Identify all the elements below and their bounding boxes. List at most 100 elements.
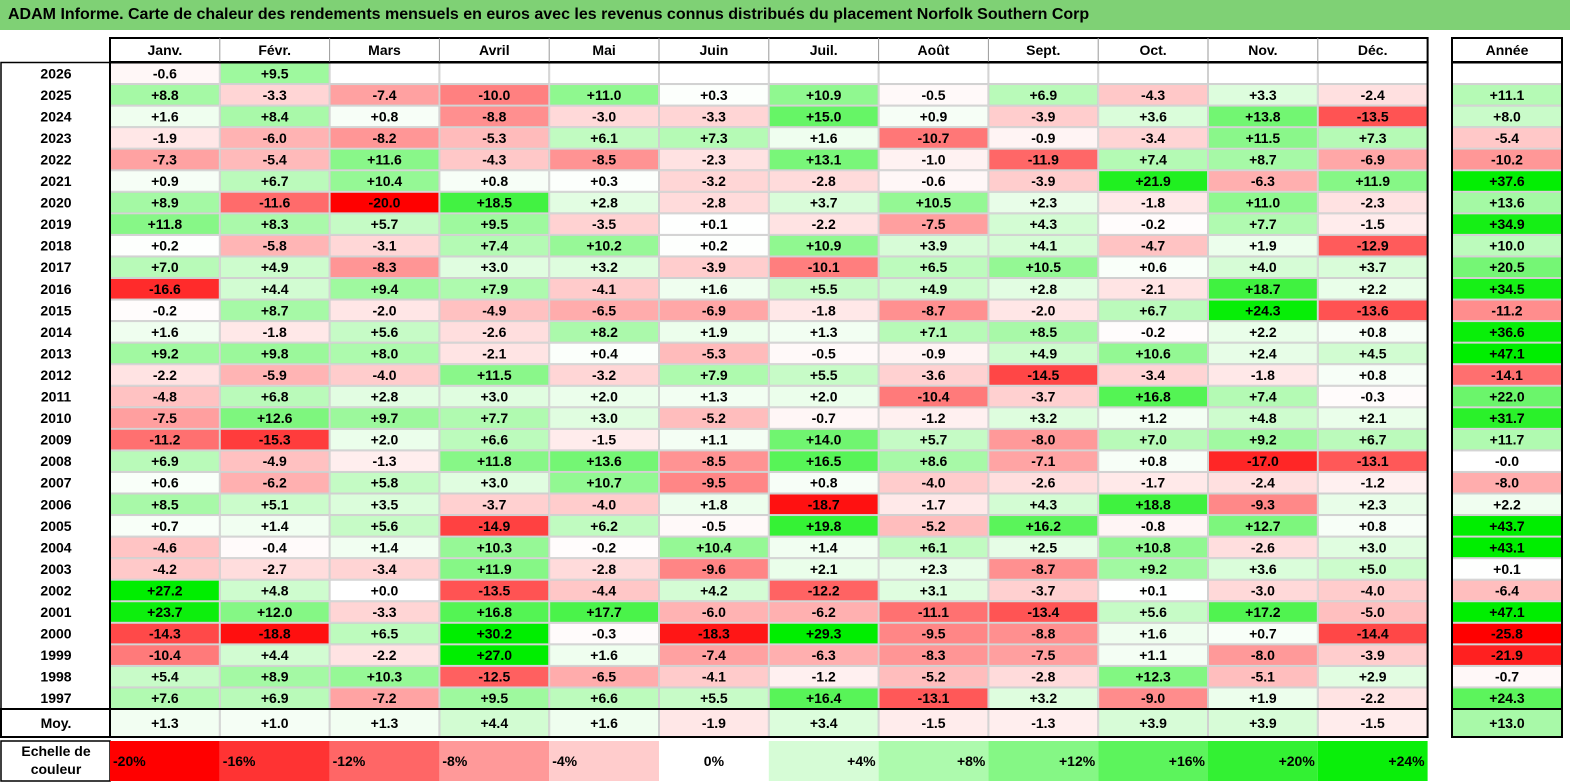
heatmap-cell [1208, 471, 1318, 494]
cell-value: +21.9 [1135, 173, 1171, 189]
cell-value: -2.4 [1361, 87, 1385, 103]
cell-value: -20.0 [369, 195, 401, 211]
annual-value: -0.0 [1495, 453, 1519, 469]
heatmap-cell [329, 191, 440, 214]
cell-value: +7.4 [1249, 389, 1277, 405]
cell-value: -2.1 [1141, 281, 1165, 297]
heatmap-cell [329, 299, 440, 322]
heatmap-cell [1208, 601, 1318, 623]
cell-value: +4.4 [261, 281, 289, 297]
heatmap-cell [1208, 515, 1318, 537]
month-header: Sept. [1026, 42, 1060, 58]
heatmap-cell [549, 385, 660, 408]
cell-value: -7.4 [372, 87, 396, 103]
year-label: 2009 [40, 432, 71, 448]
heatmap-cell [549, 148, 660, 171]
cell-value: +9.5 [480, 690, 508, 706]
cell-value: -0.9 [921, 345, 945, 361]
cell-value: +10.3 [367, 669, 403, 685]
heatmap-cell [439, 601, 550, 623]
heatmap-cell [549, 471, 660, 494]
heatmap-cell [768, 213, 879, 235]
heatmap-cell [219, 299, 330, 322]
cell-value: +0.3 [590, 173, 618, 189]
heatmap-cell [768, 579, 879, 602]
heatmap-cell [549, 170, 660, 192]
heatmap-cell [988, 450, 1099, 472]
heatmap-cell [1208, 407, 1318, 429]
cell-value: -5.4 [263, 151, 287, 167]
cell-value: -3.7 [1031, 582, 1055, 598]
cell-value: -2.6 [1251, 539, 1275, 555]
scale-swatch [1317, 741, 1428, 781]
heatmap-cell [549, 428, 660, 451]
cell-value: -2.4 [1251, 475, 1275, 491]
cell-value: +8.2 [590, 324, 618, 340]
heatmap-cell [439, 364, 550, 386]
cell-value: +6.9 [261, 690, 289, 706]
cell-value: -1.5 [592, 432, 616, 448]
cell-value: -8.8 [1031, 626, 1055, 642]
heatmap-cell [439, 665, 550, 688]
heatmap-cell [988, 493, 1099, 516]
heatmap-cell [878, 321, 989, 343]
cell-value: +0.8 [1359, 518, 1387, 534]
heatmap-cell [878, 471, 989, 494]
cell-value: +5.8 [371, 475, 399, 491]
cell-value: +8.0 [371, 345, 399, 361]
heatmap-cell [1208, 256, 1318, 279]
heatmap-cell [659, 299, 769, 322]
cell-value: +3.0 [480, 259, 508, 275]
cell-value: +7.9 [700, 367, 728, 383]
cell-value: +1.6 [151, 324, 179, 340]
annual-value: -8.0 [1495, 475, 1519, 491]
cell-value: +1.6 [590, 647, 618, 663]
annual-value: -21.9 [1491, 647, 1523, 663]
cell-value: -14.5 [1027, 367, 1059, 383]
heatmap-cell [549, 321, 660, 343]
year-label: 2012 [40, 367, 71, 383]
heatmap-cell [549, 105, 660, 128]
heatmap-cell [329, 644, 440, 666]
cell-value: +18.5 [477, 195, 513, 211]
cell-value: -11.2 [149, 432, 180, 448]
heatmap-cell [878, 299, 989, 322]
heatmap-cell [329, 105, 440, 128]
cell-value: -13.5 [1357, 108, 1389, 124]
heatmap-cell [1208, 84, 1318, 106]
cell-value: -1.8 [1141, 195, 1165, 211]
heatmap-cell [768, 191, 879, 214]
heatmap-cell [219, 450, 330, 472]
year-label: 2000 [40, 626, 71, 642]
cell-value: -13.4 [1027, 604, 1059, 620]
heatmap-cell [439, 321, 550, 343]
heatmap-cell [1098, 665, 1208, 688]
heatmap-cell [1098, 105, 1208, 128]
cell-value: -3.6 [921, 367, 945, 383]
year-label: 2008 [40, 453, 71, 469]
cell-value: -2.2 [372, 647, 396, 663]
cell-value: -3.7 [1031, 389, 1055, 405]
cell-value: +4.4 [261, 647, 289, 663]
heatmap-cell [219, 170, 330, 192]
cell-value: +0.8 [480, 173, 508, 189]
heatmap-cell [219, 471, 330, 494]
avg-row-border [109, 708, 1429, 738]
cell-value: +0.2 [700, 238, 728, 254]
heatmap-cell [878, 536, 989, 559]
cell-value: -0.4 [263, 539, 287, 555]
heatmap-cell [1098, 148, 1208, 171]
cell-value: +0.1 [700, 216, 728, 232]
cell-value: -8.8 [482, 108, 506, 124]
cell-value: -6.0 [702, 604, 726, 620]
cell-value: -6.5 [592, 302, 616, 318]
cell-value: +0.0 [371, 582, 399, 598]
year-label: 2011 [41, 389, 72, 405]
cell-value: +7.7 [480, 410, 508, 426]
heatmap-cell [329, 450, 440, 472]
month-header: Avril [479, 42, 510, 58]
cell-value: -10.4 [918, 389, 950, 405]
heatmap-cell [878, 450, 989, 472]
heatmap-cell [439, 579, 550, 602]
annual-value: +43.7 [1489, 518, 1525, 534]
